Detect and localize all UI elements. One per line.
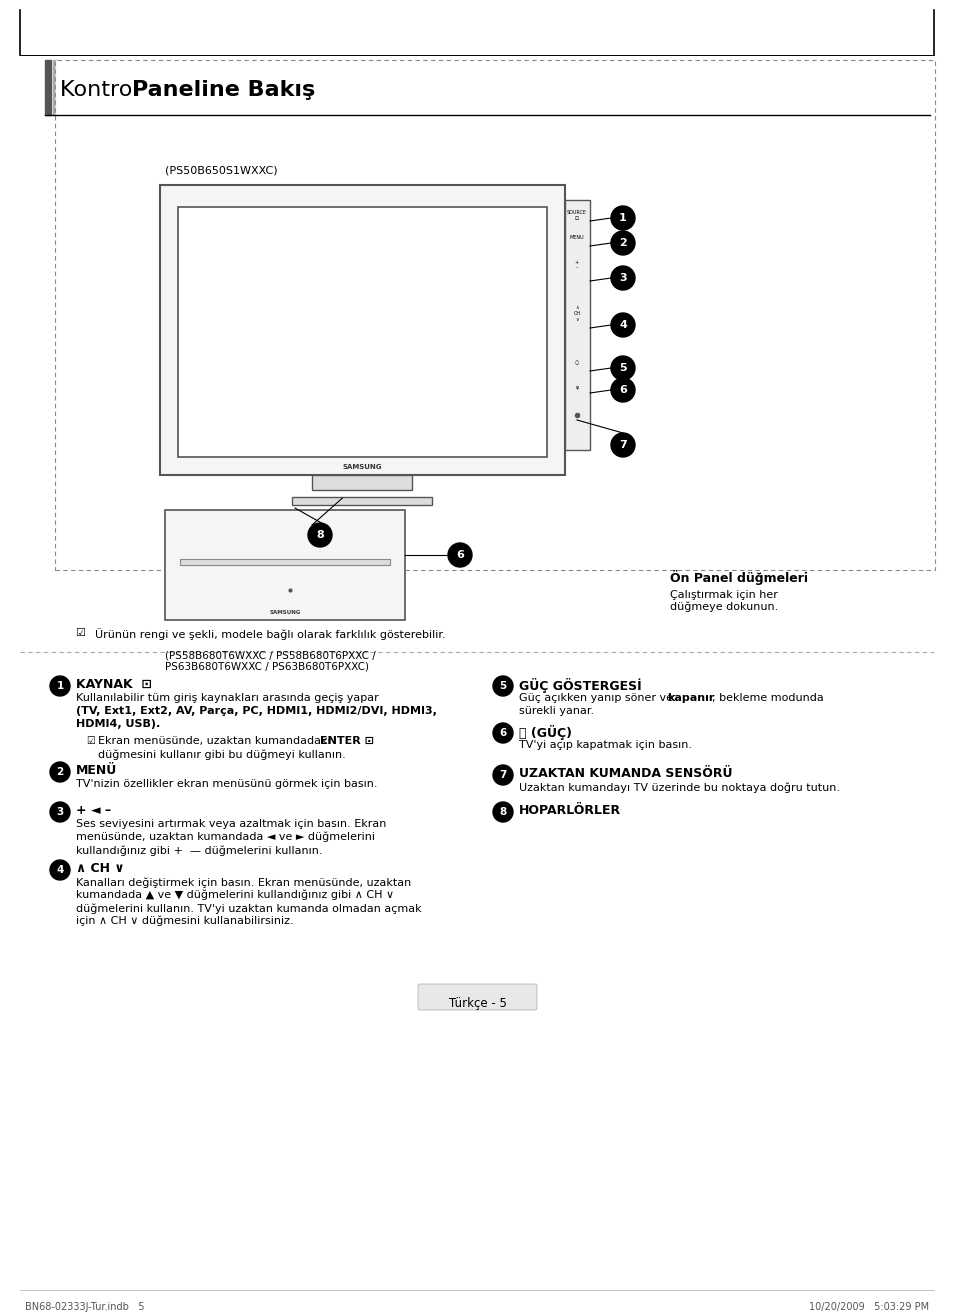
Text: TV'nizin özellikler ekran menüsünü görmek için basın.: TV'nizin özellikler ekran menüsünü görme… bbox=[76, 778, 377, 789]
Text: SAMSUNG: SAMSUNG bbox=[269, 610, 300, 615]
Text: 8: 8 bbox=[498, 807, 506, 817]
Text: ψ: ψ bbox=[575, 385, 578, 391]
Circle shape bbox=[610, 433, 635, 458]
Bar bbox=[313, 475, 412, 490]
Text: TV'yi açıp kapatmak için basın.: TV'yi açıp kapatmak için basın. bbox=[518, 740, 691, 750]
Circle shape bbox=[610, 231, 635, 255]
Text: 1: 1 bbox=[56, 681, 64, 690]
Bar bbox=[165, 510, 405, 619]
Text: sürekli yanar.: sürekli yanar. bbox=[518, 706, 594, 715]
Text: için ∧ CH ∨ düğmesini kullanabilirsiniz.: için ∧ CH ∨ düğmesini kullanabilirsiniz. bbox=[76, 917, 294, 927]
Text: menüsünde, uzaktan kumandada ◄ ve ► düğmelerini: menüsünde, uzaktan kumandada ◄ ve ► düğm… bbox=[76, 832, 375, 843]
Text: 6: 6 bbox=[498, 729, 506, 738]
Bar bbox=[293, 497, 432, 505]
Text: ○: ○ bbox=[575, 360, 578, 366]
Circle shape bbox=[50, 761, 70, 782]
Circle shape bbox=[610, 206, 635, 230]
Circle shape bbox=[50, 860, 70, 880]
Text: ENTER ⊡: ENTER ⊡ bbox=[319, 736, 374, 746]
Circle shape bbox=[448, 543, 472, 567]
Text: Kanalları değiştirmek için basın. Ekran menüsünde, uzaktan: Kanalları değiştirmek için basın. Ekran … bbox=[76, 877, 411, 888]
Circle shape bbox=[493, 765, 513, 785]
Text: ⏻ (GÜÇ): ⏻ (GÜÇ) bbox=[518, 725, 572, 740]
Circle shape bbox=[610, 356, 635, 380]
Text: 6: 6 bbox=[618, 385, 626, 394]
Text: Türkçe - 5: Türkçe - 5 bbox=[449, 997, 506, 1010]
Text: GÜÇ GÖSTERGESİ: GÜÇ GÖSTERGESİ bbox=[518, 679, 641, 693]
Text: (PS50B650S1WXXC): (PS50B650S1WXXC) bbox=[165, 164, 277, 175]
Text: MENU: MENU bbox=[569, 235, 583, 241]
Text: 7: 7 bbox=[498, 771, 506, 780]
Text: Kontrol: Kontrol bbox=[60, 80, 146, 100]
Circle shape bbox=[610, 266, 635, 291]
Text: 3: 3 bbox=[618, 274, 626, 283]
Text: HDMI4, USB).: HDMI4, USB). bbox=[76, 719, 160, 729]
Circle shape bbox=[308, 523, 332, 547]
Circle shape bbox=[610, 377, 635, 402]
Bar bbox=[564, 200, 589, 450]
Circle shape bbox=[493, 802, 513, 822]
Text: Kullanılabilir tüm giriş kaynakları arasında geçiş yapar: Kullanılabilir tüm giriş kaynakları aras… bbox=[76, 693, 378, 704]
Text: ☑: ☑ bbox=[86, 736, 94, 746]
Text: Uzaktan kumandayı TV üzerinde bu noktaya doğru tutun.: Uzaktan kumandayı TV üzerinde bu noktaya… bbox=[518, 782, 840, 793]
Text: 4: 4 bbox=[56, 865, 64, 874]
Text: ∧ CH ∨: ∧ CH ∨ bbox=[76, 863, 125, 874]
Text: Çalıştırmak için her
düğmeye dokunun.: Çalıştırmak için her düğmeye dokunun. bbox=[669, 590, 778, 613]
Text: 3: 3 bbox=[56, 807, 64, 817]
Text: 5: 5 bbox=[618, 363, 626, 373]
Text: SAMSUNG: SAMSUNG bbox=[342, 464, 382, 469]
Text: düğmesini kullanır gibi bu düğmeyi kullanın.: düğmesini kullanır gibi bu düğmeyi kulla… bbox=[98, 750, 345, 760]
Text: (TV, Ext1, Ext2, AV, Parça, PC, HDMI1, HDMI2/DVI, HDMI3,: (TV, Ext1, Ext2, AV, Parça, PC, HDMI1, H… bbox=[76, 706, 436, 715]
Bar bbox=[55, 60, 934, 569]
Bar bbox=[53, 60, 57, 114]
Circle shape bbox=[50, 802, 70, 822]
Text: Ses seviyesini artırmak veya azaltmak için basın. Ekran: Ses seviyesini artırmak veya azaltmak iç… bbox=[76, 819, 386, 828]
Text: Ürünün rengi ve şekli, modele bağlı olarak farklılık gösterebilir.: Ürünün rengi ve şekli, modele bağlı olar… bbox=[95, 629, 445, 640]
Text: Ön Panel düğmeleri: Ön Panel düğmeleri bbox=[669, 569, 807, 585]
Text: BN68-02333J-Tur.indb   5: BN68-02333J-Tur.indb 5 bbox=[25, 1302, 144, 1312]
Text: kapanır: kapanır bbox=[666, 693, 714, 704]
Text: ∧
CH
∨: ∧ CH ∨ bbox=[573, 305, 580, 322]
FancyBboxPatch shape bbox=[417, 984, 537, 1010]
Text: UZAKTAN KUMANDA SENSÖRÜ: UZAKTAN KUMANDA SENSÖRÜ bbox=[518, 767, 732, 780]
Text: MENÜ: MENÜ bbox=[76, 764, 117, 777]
Circle shape bbox=[610, 313, 635, 337]
Bar bbox=[45, 60, 51, 114]
Text: kullandığınız gibi +  — düğmelerini kullanın.: kullandığınız gibi + — düğmelerini kulla… bbox=[76, 846, 322, 856]
Text: Paneline Bakış: Paneline Bakış bbox=[132, 80, 314, 100]
Circle shape bbox=[50, 676, 70, 696]
Circle shape bbox=[493, 723, 513, 743]
Bar bbox=[180, 559, 390, 565]
Text: 8: 8 bbox=[315, 530, 323, 540]
Text: 6: 6 bbox=[456, 550, 463, 560]
Text: 7: 7 bbox=[618, 441, 626, 450]
Text: 10/20/2009   5:03:29 PM: 10/20/2009 5:03:29 PM bbox=[808, 1302, 928, 1312]
Bar bbox=[178, 206, 546, 458]
Text: 4: 4 bbox=[618, 320, 626, 330]
Text: 2: 2 bbox=[618, 238, 626, 249]
Text: Güç açıkken yanıp söner ve: Güç açıkken yanıp söner ve bbox=[518, 693, 676, 704]
Text: kumandada ▲ ve ▼ düğmelerini kullandığınız gibi ∧ CH ∨: kumandada ▲ ve ▼ düğmelerini kullandığın… bbox=[76, 890, 394, 901]
Text: HOPARLÖRLER: HOPARLÖRLER bbox=[518, 803, 620, 817]
Text: düğmelerini kullanın. TV'yi uzaktan kumanda olmadan açmak: düğmelerini kullanın. TV'yi uzaktan kuma… bbox=[76, 903, 421, 914]
Text: 2: 2 bbox=[56, 767, 64, 777]
Text: +
–: + – bbox=[575, 260, 578, 271]
Circle shape bbox=[493, 676, 513, 696]
Text: 1: 1 bbox=[618, 213, 626, 224]
Text: (PS58B680T6WXXC / PS58B680T6PXXC /
PS63B680T6WXXC / PS63B680T6PXXC): (PS58B680T6WXXC / PS58B680T6PXXC / PS63B… bbox=[165, 650, 375, 672]
Text: KAYNAK  ⊡: KAYNAK ⊡ bbox=[76, 679, 152, 690]
Text: SOURCE
⊡: SOURCE ⊡ bbox=[566, 210, 586, 221]
Text: Ekran menüsünde, uzaktan kumandadaki: Ekran menüsünde, uzaktan kumandadaki bbox=[98, 736, 334, 746]
Text: ; bekleme modunda: ; bekleme modunda bbox=[711, 693, 822, 704]
Bar bbox=[160, 185, 564, 475]
Text: 5: 5 bbox=[498, 681, 506, 690]
Text: ☑: ☑ bbox=[75, 629, 85, 638]
Text: + ◄ –: + ◄ – bbox=[76, 803, 111, 817]
